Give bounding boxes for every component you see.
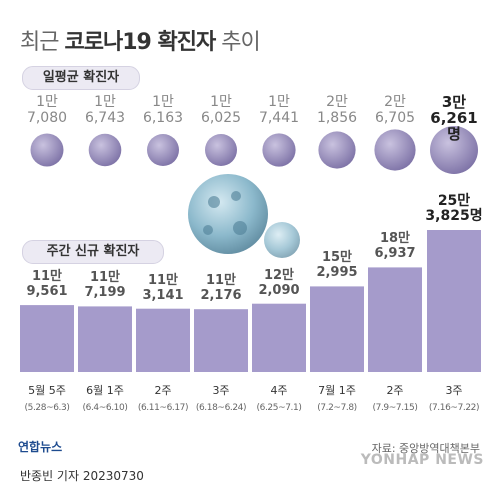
x-tick-sublabel: (7.16~7.22) <box>428 403 480 413</box>
bubble-2 <box>147 134 179 166</box>
bubble-value-label: 1만 6,163 <box>142 94 184 126</box>
x-tick-sublabel: (6.18~6.24) <box>195 403 247 413</box>
x-tick-label: 2주 <box>154 384 172 397</box>
bubble-value-label: 1만 6,743 <box>84 94 126 126</box>
x-tick-label: 6월 1주 <box>86 384 124 397</box>
bubble-value-label: 1만 7,441 <box>258 94 300 126</box>
bar-0 <box>20 305 74 372</box>
virus-large-icon <box>188 174 268 254</box>
bubble-6 <box>374 129 416 171</box>
bar-3 <box>194 309 248 372</box>
bubble-value-label: 2만 6,705 <box>374 94 416 126</box>
x-tick-sublabel: (7.9~7.15) <box>372 403 418 413</box>
title-prefix: 최근 <box>20 30 59 55</box>
yonhap-logo: 연합뉴스 <box>18 438 62 455</box>
bubble-5 <box>318 131 356 169</box>
bar-value-label: 11만 9,561 <box>26 269 68 300</box>
bubble-value-label: 1만 6,025 <box>200 94 242 126</box>
yonhap-logo-text: 연합뉴스 <box>18 440 63 454</box>
bar-series <box>20 230 481 372</box>
x-tick-label: 4주 <box>270 384 288 397</box>
title-suffix: 추이 <box>221 30 260 55</box>
x-tick-sublabel: (5.28~6.3) <box>24 403 70 413</box>
bar-value-label: 25만 3,825명 <box>425 193 483 224</box>
bar-6 <box>368 267 422 372</box>
virus-small-icon <box>264 222 300 258</box>
x-tick-sublabel: (6.25~7.1) <box>256 403 302 413</box>
bubble-3 <box>205 134 237 166</box>
page-title: 최근 코로나19 확진자 추이 <box>20 24 261 56</box>
title-main: 코로나19 확진자 <box>64 30 216 55</box>
bubble-value-label: 2만 1,856 <box>316 94 358 126</box>
bar-value-label: 11만 3,141 <box>142 272 184 303</box>
bar-2 <box>136 308 190 372</box>
x-tick-label: 3주 <box>212 384 230 397</box>
bubble-0 <box>30 133 64 167</box>
bar-7 <box>427 230 481 372</box>
byline: 반종빈 기자 20230730 <box>20 469 144 483</box>
bar-value-label: 18만 6,937 <box>374 231 416 262</box>
x-tick-sublabel: (6.4~6.10) <box>82 403 128 413</box>
bar-value-label: 11만 2,176 <box>200 273 242 304</box>
bubble-4 <box>262 133 296 167</box>
source-note: 자료: 중앙방역대책본부 <box>371 442 480 455</box>
bar-value-label: 12만 2,090 <box>258 267 300 298</box>
yonhap-news-watermark: YONHAP NEWS <box>360 452 484 468</box>
x-tick-sublabel: (6.11~6.17) <box>137 403 189 413</box>
bubble-series <box>30 126 478 174</box>
bubble-7 <box>430 126 478 174</box>
x-tick-label: 7월 1주 <box>318 384 356 397</box>
weekly-section-label: 주간 신규 확진자 <box>22 240 164 264</box>
bubble-value-label: 1만 7,080 <box>26 94 68 126</box>
bubble-value-label: 3만 6,261명 <box>430 93 478 143</box>
x-tick-label: 2주 <box>386 384 404 397</box>
bar-4 <box>252 303 306 372</box>
x-tick-label: 3주 <box>445 384 463 397</box>
bar-1 <box>78 306 132 372</box>
x-tick-label: 5월 5주 <box>28 384 66 397</box>
bar-value-label: 11만 7,199 <box>84 270 126 301</box>
bubble-1 <box>88 133 122 167</box>
bar-value-label: 15만 2,995 <box>316 250 358 281</box>
x-tick-sublabel: (7.2~7.8) <box>317 403 357 413</box>
bar-5 <box>310 286 364 372</box>
daily-section-label: 일평균 확진자 <box>22 66 140 90</box>
